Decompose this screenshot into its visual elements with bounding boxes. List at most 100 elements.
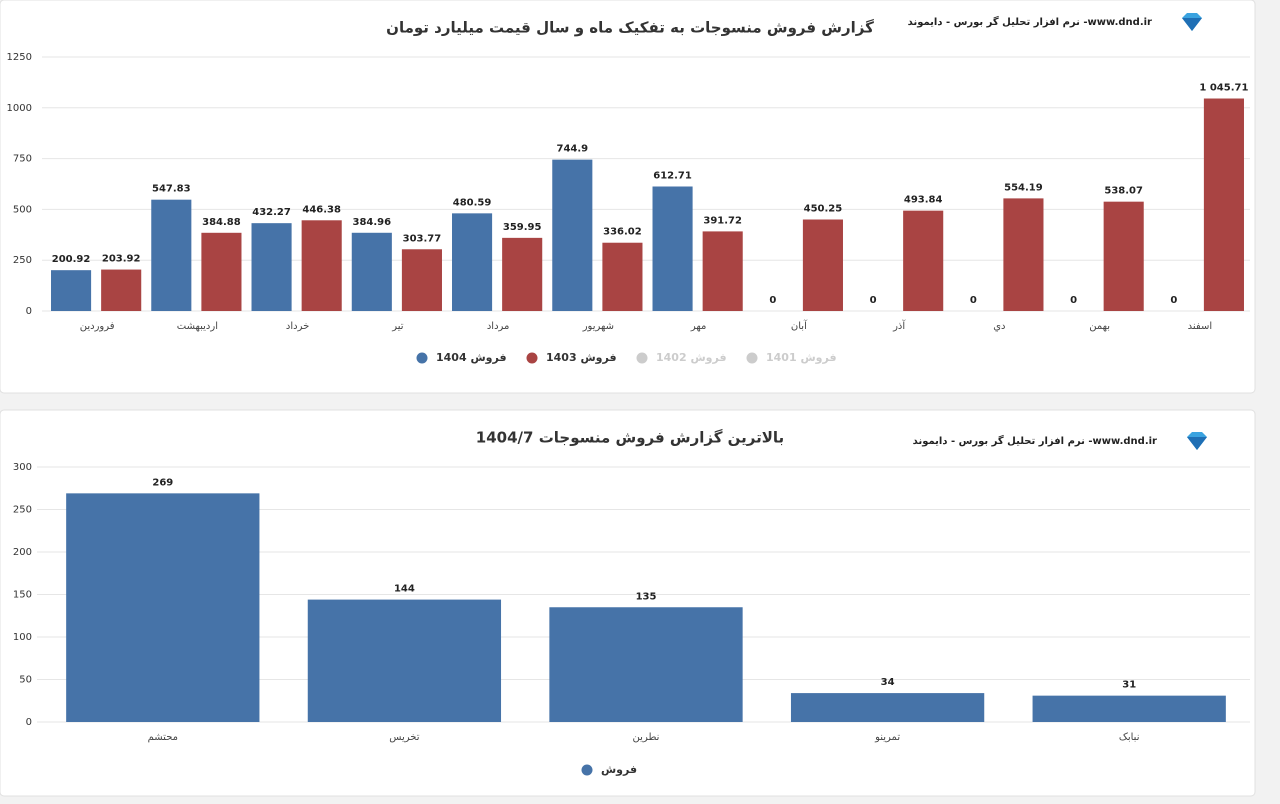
y-tick-label: 200: [13, 547, 32, 558]
x-tick-label: فروردین: [80, 321, 115, 332]
bar: [251, 223, 292, 311]
legend-label: فروش 1402: [656, 351, 727, 364]
x-tick-label: مهر: [690, 321, 706, 332]
value-label: 384.96: [353, 217, 392, 228]
value-label: 547.83: [152, 184, 191, 195]
logo: [1187, 432, 1207, 450]
value-label: 0: [870, 295, 877, 306]
bar: [401, 249, 442, 311]
value-label: 34: [881, 677, 895, 688]
bar: [1003, 198, 1044, 311]
legend-marker: [636, 352, 648, 364]
logo: [1182, 13, 1202, 31]
value-label: 554.19: [1004, 182, 1043, 193]
chart-title: گزارش فروش منسوجات به تفکیک ماه و سال قی…: [386, 19, 874, 37]
bar: [602, 242, 643, 311]
value-label: 432.27: [252, 207, 291, 218]
value-label: 359.95: [503, 222, 542, 233]
bar: [702, 231, 743, 311]
bar: [552, 159, 593, 311]
value-label: 612.71: [653, 170, 692, 181]
value-label: 450.25: [804, 204, 843, 215]
brand: نرم افزار تحلیل گر بورس - دایموند -www.d…: [908, 15, 1152, 28]
y-tick-label: 500: [13, 204, 32, 215]
legend-marker: [746, 352, 758, 364]
y-tick-label: 250: [13, 505, 32, 516]
legend-label: فروش 1403: [546, 351, 617, 364]
x-tick-label: آذر: [892, 319, 906, 332]
value-label: 303.77: [403, 233, 442, 244]
x-tick-label: خرداد: [286, 321, 309, 332]
x-tick-label: شهریور: [582, 321, 614, 332]
bar: [307, 599, 502, 722]
value-label: 0: [1170, 295, 1177, 306]
bar: [903, 210, 944, 311]
value-label: 269: [152, 477, 173, 488]
value-label: 391.72: [703, 215, 742, 226]
x-tick-label: تخریس: [389, 732, 420, 743]
value-label: 135: [636, 591, 657, 602]
x-tick-label: تیر: [391, 321, 404, 332]
brand: نرم افزار تحلیل گر بورس - دایموند -www.d…: [913, 434, 1157, 447]
x-tick-label: اسفند: [1188, 321, 1212, 332]
y-tick-label: 300: [13, 462, 32, 473]
bar: [1203, 98, 1244, 312]
y-tick-label: 1250: [7, 52, 32, 63]
chart-title: بالاترین گزارش فروش منسوجات 1404/7: [476, 429, 784, 447]
x-tick-label: مرداد: [487, 321, 510, 332]
y-tick-label: 1000: [7, 103, 32, 114]
legend-label: فروش 1404: [436, 351, 507, 364]
legend-label: فروش: [601, 763, 637, 776]
bar: [802, 219, 843, 311]
value-label: 538.07: [1104, 186, 1143, 197]
value-label: 493.84: [904, 195, 943, 206]
bar: [1032, 695, 1226, 722]
x-tick-label: بهمن: [1089, 321, 1110, 332]
bar: [66, 493, 260, 722]
x-tick-label: محتشم: [148, 732, 178, 743]
value-label: 31: [1122, 680, 1136, 691]
y-tick-label: 250: [13, 255, 32, 266]
legend-marker: [416, 352, 428, 364]
legend-label: فروش 1401: [766, 351, 837, 364]
card: [0, 0, 1256, 394]
bar: [151, 199, 192, 311]
bar: [301, 220, 342, 311]
y-tick-label: 750: [13, 154, 32, 165]
value-label: 384.88: [202, 217, 241, 228]
value-label: 144: [394, 584, 415, 595]
y-tick-label: 50: [19, 675, 32, 686]
y-tick-label: 0: [26, 717, 32, 728]
x-tick-label: آبان: [791, 319, 808, 332]
x-tick-label: دي: [993, 321, 1005, 332]
legend-marker: [581, 764, 593, 776]
x-tick-label: نطرین: [633, 732, 660, 743]
bar: [201, 232, 242, 311]
value-label: 0: [1070, 295, 1077, 306]
value-label: 446.38: [302, 204, 341, 215]
bar: [502, 237, 543, 311]
x-tick-label: نبابک: [1119, 732, 1140, 743]
bar: [51, 270, 92, 311]
bar: [452, 213, 493, 311]
x-tick-label: تمرینو: [874, 732, 900, 743]
legend-marker: [526, 352, 538, 364]
bar: [101, 269, 142, 311]
y-tick-label: 100: [13, 632, 32, 643]
value-label: 0: [769, 295, 776, 306]
bar: [549, 607, 743, 722]
value-label: 744.9: [556, 144, 588, 155]
y-tick-label: 150: [13, 590, 32, 601]
x-tick-label: اردیبهشت: [177, 321, 218, 332]
value-label: 480.59: [453, 197, 492, 208]
value-label: 1 045.71: [1199, 83, 1248, 94]
bar: [1103, 201, 1144, 311]
value-label: 200.92: [52, 254, 91, 265]
bar: [652, 186, 693, 311]
bar: [351, 232, 392, 311]
value-label: 336.02: [603, 227, 642, 238]
value-label: 0: [970, 295, 977, 306]
bar: [790, 693, 985, 722]
value-label: 203.92: [102, 254, 141, 265]
